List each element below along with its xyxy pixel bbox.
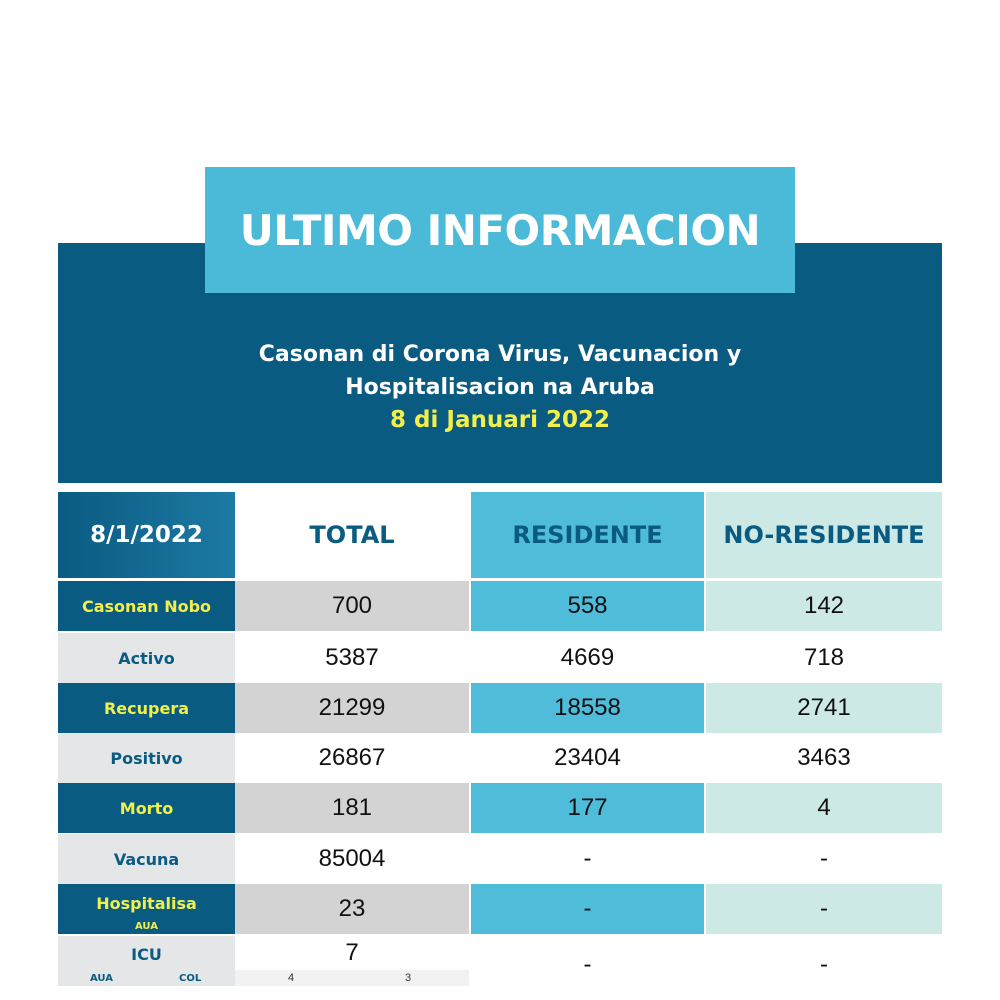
row-label-vacuna: Vacuna bbox=[58, 834, 235, 884]
row-no-residente-recupera: 2741 bbox=[706, 683, 942, 733]
row-no-residente-icu: - bbox=[706, 940, 942, 990]
icu-subvalue-strip bbox=[235, 970, 469, 986]
row-total-recupera: 21299 bbox=[235, 683, 469, 733]
row-label-recupera: Recupera bbox=[58, 683, 235, 733]
row-label-icu-text: ICU bbox=[131, 945, 162, 964]
row-no-residente-positivo: 3463 bbox=[706, 733, 942, 783]
header-residente: RESIDENTE bbox=[471, 492, 704, 578]
row-label-morto: Morto bbox=[58, 783, 235, 833]
row-no-residente-activo: 718 bbox=[706, 633, 942, 683]
row-residente-icu: - bbox=[471, 940, 704, 990]
subtitle-block: Casonan di Corona Virus, Vacunacion y Ho… bbox=[58, 338, 942, 437]
row-label-icu: ICU bbox=[58, 936, 235, 986]
row-total-morto: 181 bbox=[235, 783, 469, 833]
icu-sublabel-aua: AUA bbox=[90, 973, 113, 984]
row-label-activo: Activo bbox=[58, 633, 235, 683]
stats-table: 8/1/2022 TOTAL RESIDENTE NO-RESIDENTE Ca… bbox=[58, 492, 942, 990]
icu-subvalue-col: 3 bbox=[405, 972, 412, 984]
row-total-hospitalisa: 23 bbox=[235, 884, 469, 934]
icu-subvalue-aua: 4 bbox=[288, 972, 295, 984]
title-banner: ULTIMO INFORMACION bbox=[205, 167, 795, 293]
row-total-activo: 5387 bbox=[235, 633, 469, 683]
row-label-positivo: Positivo bbox=[58, 733, 235, 783]
header-no-residente: NO-RESIDENTE bbox=[706, 492, 942, 578]
row-total-vacuna: 85004 bbox=[235, 834, 469, 884]
row-label-hospitalisa: Hospitalisa bbox=[58, 884, 235, 934]
header-total: TOTAL bbox=[235, 492, 469, 578]
page-title: ULTIMO INFORMACION bbox=[239, 205, 761, 255]
row-no-residente-hospitalisa: - bbox=[706, 884, 942, 934]
row-label-casonan-nobo: Casonan Nobo bbox=[58, 581, 235, 631]
row-total-icu: 7 bbox=[235, 936, 469, 970]
row-residente-recupera: 18558 bbox=[471, 683, 704, 733]
subtitle-date: 8 di Januari 2022 bbox=[390, 407, 610, 433]
row-residente-hospitalisa: - bbox=[471, 884, 704, 934]
row-total-positivo: 26867 bbox=[235, 733, 469, 783]
row-residente-morto: 177 bbox=[471, 783, 704, 833]
row-no-residente-vacuna: - bbox=[706, 834, 942, 884]
row-label-hospitalisa-text: Hospitalisa bbox=[96, 894, 197, 913]
row-residente-activo: 4669 bbox=[471, 633, 704, 683]
subtitle-line-1: Casonan di Corona Virus, Vacunacion y bbox=[258, 342, 742, 367]
row-total-casonan-nobo: 700 bbox=[235, 581, 469, 631]
subtitle-line-2: Hospitalisacion na Aruba bbox=[345, 375, 655, 400]
icu-sublabel-col: COL bbox=[179, 973, 202, 984]
row-no-residente-casonan-nobo: 142 bbox=[706, 581, 942, 631]
hospitalisa-sublabel-aua: AUA bbox=[135, 921, 158, 932]
row-residente-vacuna: - bbox=[471, 834, 704, 884]
header-date: 8/1/2022 bbox=[58, 492, 235, 578]
row-residente-positivo: 23404 bbox=[471, 733, 704, 783]
row-residente-casonan-nobo: 558 bbox=[471, 581, 704, 631]
row-no-residente-morto: 4 bbox=[706, 783, 942, 833]
